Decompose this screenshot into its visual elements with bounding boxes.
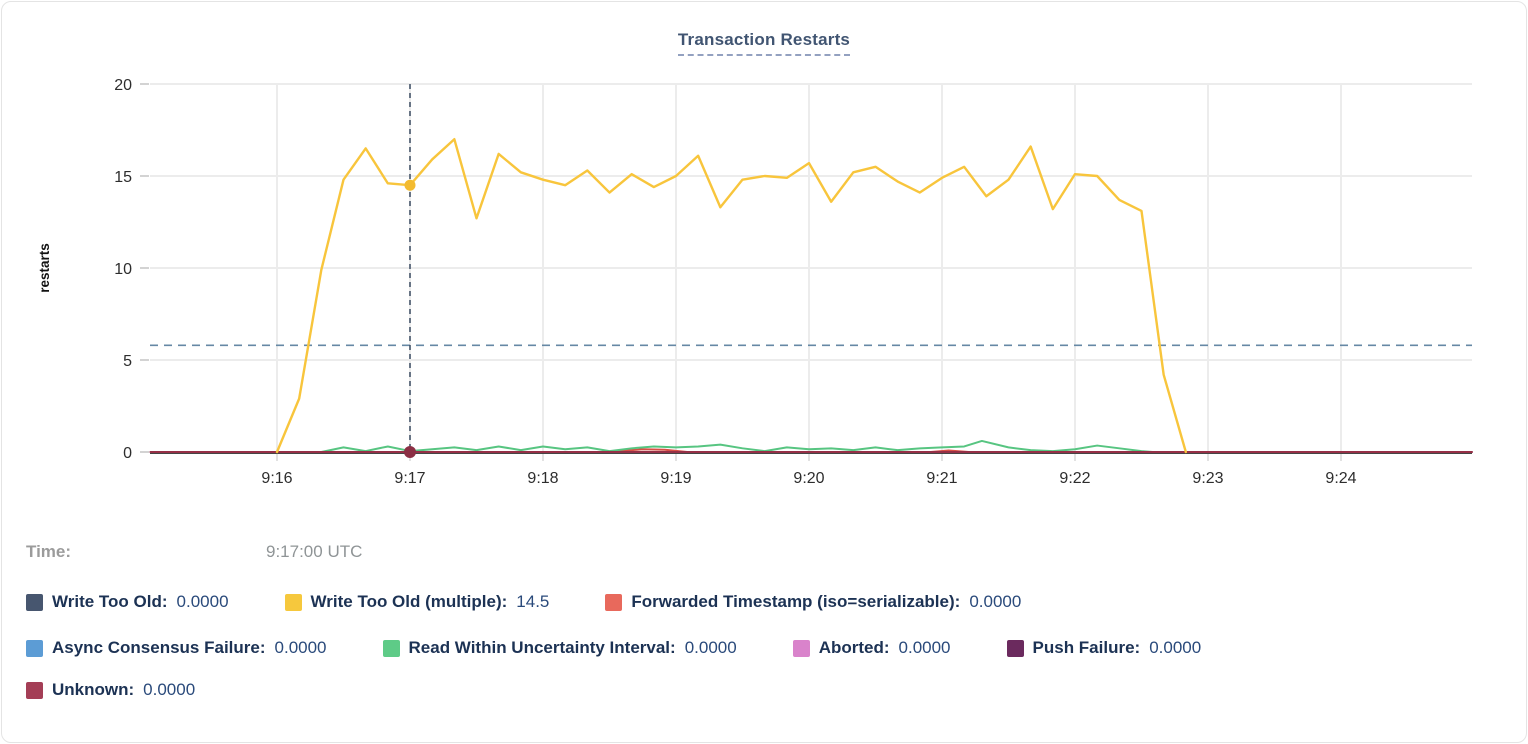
- legend-value: 0.0000: [1149, 638, 1202, 657]
- legend-item-unknown[interactable]: Unknown: 0.0000: [26, 680, 195, 700]
- x-tick-label: 9:22: [1059, 470, 1090, 487]
- legend-value: 0.0000: [176, 592, 229, 611]
- legend-item-aborted[interactable]: Aborted: 0.0000: [792, 638, 951, 658]
- series-line-read-within-uncertainty-interval: [320, 439, 1154, 453]
- x-tick-label: 9:18: [527, 470, 558, 487]
- legend-row-2: Async Consensus Failure: 0.0000 Read Withi…: [26, 638, 1201, 658]
- legend-item-write-too-old[interactable]: Write Too Old: 0.0000: [26, 592, 229, 612]
- time-value: 9:17:00 UTC: [266, 542, 363, 561]
- legend-swatch-icon: [1006, 639, 1024, 657]
- legend-swatch-icon: [26, 681, 43, 699]
- series-line-write-too-old-multiple: [275, 137, 1188, 454]
- legend-swatch-icon: [26, 639, 43, 657]
- legend-value: 0.0000: [143, 680, 196, 699]
- legend-label: Write Too Old:: [52, 592, 168, 611]
- legend-item-read-within-uncertainty-interval[interactable]: Read Within Uncertainty Interval: 0.0000: [382, 638, 737, 658]
- legend-label: Unknown:: [52, 680, 135, 699]
- transaction-restarts-chart[interactable]: 0 5 10 15 20 9:16 9:17 9:18 9:19 9:20 9:21 9:22 9:23…: [2, 58, 1528, 528]
- legend-item-push-failure[interactable]: Push Failure: 0.0000: [1006, 638, 1202, 658]
- legend-label: Async Consensus Failure:: [52, 638, 266, 657]
- time-label: Time:: [26, 542, 72, 561]
- legend-value: 0.0000: [969, 592, 1022, 611]
- x-tick-label: 9:23: [1192, 470, 1223, 487]
- legend-swatch-icon: [26, 593, 43, 611]
- legend-label: Forwarded Timestamp (iso=serializable):: [631, 592, 961, 611]
- x-tick-label: 9:24: [1325, 470, 1356, 487]
- legend-value: 0.0000: [898, 638, 951, 657]
- legend-label: Push Failure:: [1032, 638, 1141, 657]
- y-tick-label: 0: [123, 445, 132, 462]
- x-tick-label: 9:17: [394, 470, 425, 487]
- y-tick-label: 10: [114, 261, 132, 278]
- x-tick-label: 9:19: [660, 470, 691, 487]
- x-tick-label: 9:16: [261, 470, 292, 487]
- chart-title-wrap: Transaction Restarts: [2, 30, 1526, 56]
- x-tick-label: 9:21: [926, 470, 957, 487]
- legend-value: 0.0000: [274, 638, 327, 657]
- y-tick-label: 20: [114, 77, 132, 94]
- legend-label: Aborted:: [818, 638, 890, 657]
- x-tick-label: 9:20: [793, 470, 824, 487]
- legend-row-1: Write Too Old: 0.0000 Write Too Old (multi…: [26, 592, 1021, 612]
- legend-label: Read Within Uncertainty Interval:: [408, 638, 676, 657]
- legend-item-write-too-old-multiple[interactable]: Write Too Old (multiple): 14.5: [284, 592, 550, 612]
- legend-label: Write Too Old (multiple):: [310, 592, 508, 611]
- legend-swatch-icon: [284, 593, 302, 611]
- legend-swatch-icon: [382, 639, 400, 657]
- hover-dot-write-too-old-multiple: [404, 179, 416, 191]
- y-tick-label: 5: [123, 353, 132, 370]
- legend-swatch-icon: [605, 593, 623, 611]
- legend-swatch-icon: [792, 639, 810, 657]
- legend-item-forwarded-timestamp-iso-serializable[interactable]: Forwarded Timestamp (iso=serializable): 0…: [605, 592, 1021, 612]
- hover-dot-unknown: [404, 446, 416, 458]
- legend-value: 0.0000: [684, 638, 737, 657]
- hover-time-row: Time: 9:17:00 UTC: [26, 542, 362, 562]
- chart-title[interactable]: Transaction Restarts: [677, 30, 851, 56]
- y-axis-label: restarts: [37, 243, 52, 293]
- legend-value: 14.5: [516, 592, 550, 611]
- legend-item-async-consensus-failure[interactable]: Async Consensus Failure: 0.0000: [26, 638, 327, 658]
- legend-row-3: Unknown: 0.0000: [26, 680, 195, 700]
- y-tick-label: 15: [114, 169, 132, 186]
